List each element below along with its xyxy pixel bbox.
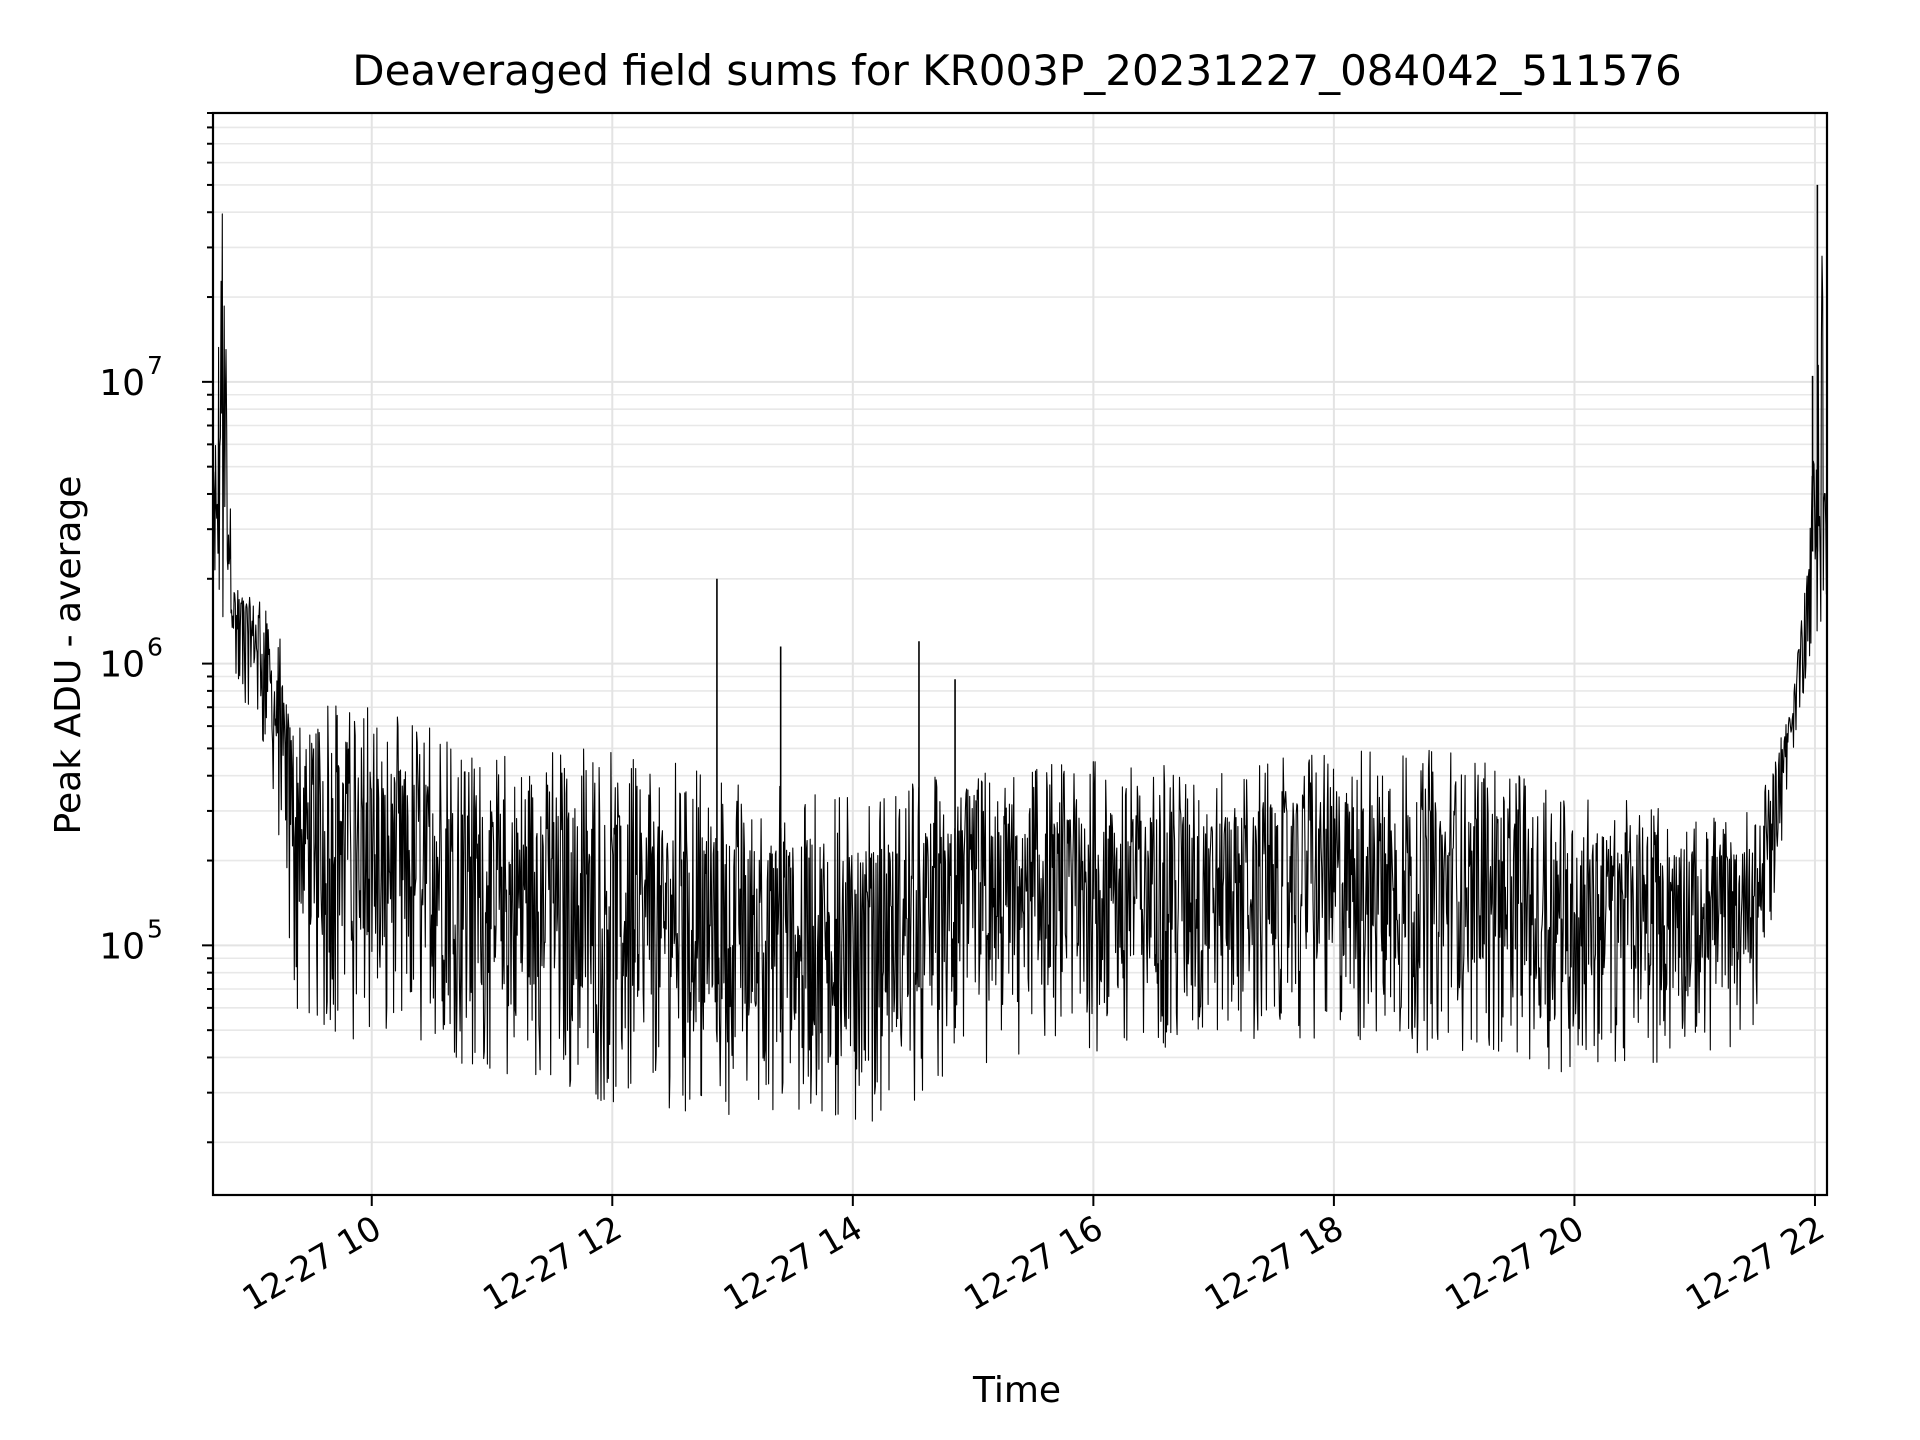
y-tick-label: 10 xyxy=(99,926,145,967)
x-axis: 12-27 10 12-27 12 12-27 14 12-27 16 12-27 18… xyxy=(236,1195,1831,1319)
x-tick-label: 12-27 20 xyxy=(1439,1208,1591,1319)
x-tick-label: 12-27 22 xyxy=(1679,1208,1831,1319)
x-tick-label: 12-27 10 xyxy=(236,1208,388,1319)
series-layer xyxy=(212,184,1828,1122)
x-tick-label: 12-27 14 xyxy=(717,1208,869,1319)
grid xyxy=(213,112,1827,1195)
chart-title: Deaveraged field sums for KR003P_2023122… xyxy=(352,46,1682,95)
x-tick-label: 12-27 18 xyxy=(1198,1208,1350,1319)
y-tick-exponent: 5 xyxy=(147,914,163,943)
y-tick-label: 10 xyxy=(99,645,145,686)
x-tick-label: 12-27 12 xyxy=(476,1208,628,1319)
y-tick-label: 10 xyxy=(99,363,145,404)
x-tick-label: 12-27 16 xyxy=(957,1208,1109,1319)
series-line xyxy=(212,213,1828,1122)
x-axis-label: Time xyxy=(972,1370,1061,1411)
y-tick-exponent: 7 xyxy=(147,351,163,380)
plot-frame xyxy=(211,111,1829,1197)
y-axis-label: Peak ADU - average xyxy=(48,476,89,835)
y-tick-exponent: 6 xyxy=(147,633,163,662)
